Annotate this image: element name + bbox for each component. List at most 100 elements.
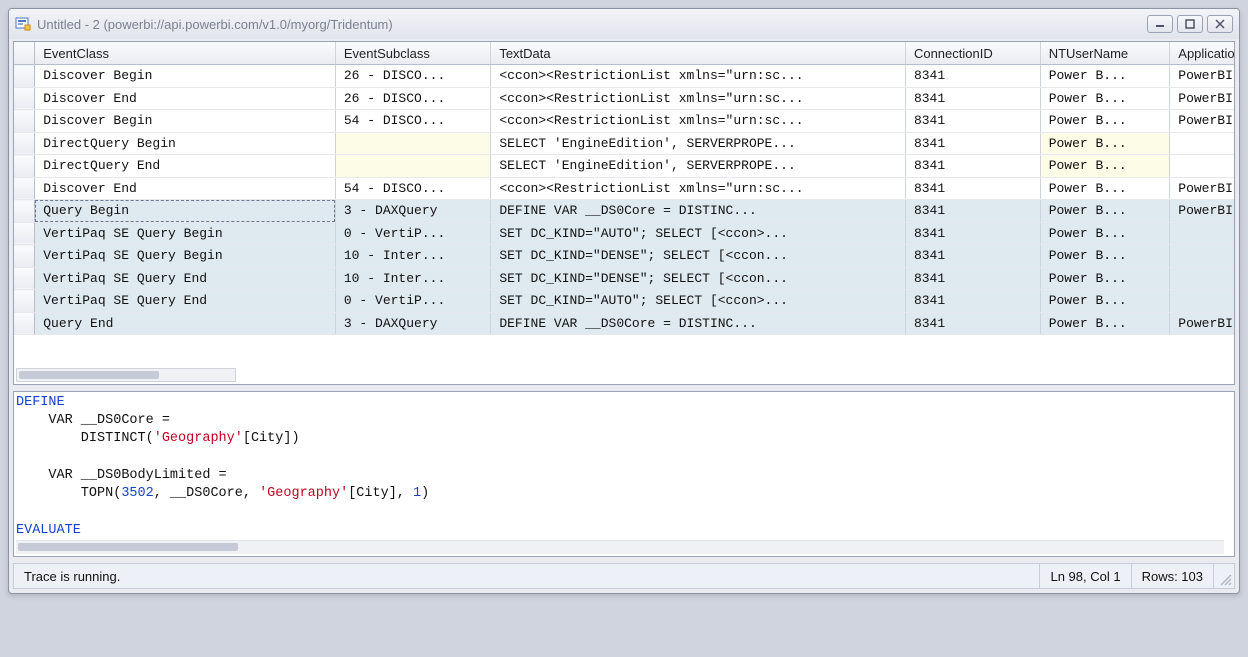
cell-application[interactable]: [1170, 267, 1234, 290]
cell-connection_id[interactable]: 8341: [905, 110, 1040, 133]
cell-event_subclass[interactable]: [335, 132, 490, 155]
cell-application[interactable]: [1170, 132, 1234, 155]
column-header-connection_id[interactable]: ConnectionID: [905, 42, 1040, 65]
cell-text_data[interactable]: <ccon><RestrictionList xmlns="urn:sc...: [491, 87, 906, 110]
cell-text_data[interactable]: <ccon><RestrictionList xmlns="urn:sc...: [491, 65, 906, 88]
cell-connection_id[interactable]: 8341: [905, 245, 1040, 268]
cell-text_data[interactable]: SELECT 'EngineEdition', SERVERPROPE...: [491, 132, 906, 155]
cell-nt_user[interactable]: Power B...: [1040, 65, 1170, 88]
cell-event_subclass[interactable]: 26 - DISCO...: [335, 87, 490, 110]
cell-application[interactable]: PowerBI: [1170, 200, 1234, 223]
column-header-nt_user[interactable]: NTUserName: [1040, 42, 1170, 65]
cell-text_data[interactable]: SET DC_KIND="DENSE"; SELECT [<ccon...: [491, 245, 906, 268]
resize-grip[interactable]: [1214, 564, 1234, 588]
cell-event_class[interactable]: Discover End: [35, 87, 336, 110]
cell-event_subclass[interactable]: [335, 155, 490, 178]
cell-application[interactable]: PowerBI: [1170, 87, 1234, 110]
cell-text_data[interactable]: <ccon><RestrictionList xmlns="urn:sc...: [491, 110, 906, 133]
table-row[interactable]: VertiPaq SE Query Begin0 - VertiP...SET …: [14, 222, 1234, 245]
cell-nt_user[interactable]: Power B...: [1040, 132, 1170, 155]
cell-application[interactable]: PowerBI: [1170, 110, 1234, 133]
cell-event_subclass[interactable]: 0 - VertiP...: [335, 290, 490, 313]
cell-nt_user[interactable]: Power B...: [1040, 87, 1170, 110]
cell-nt_user[interactable]: Power B...: [1040, 177, 1170, 200]
cell-event_class[interactable]: VertiPaq SE Query Begin: [35, 222, 336, 245]
cell-nt_user[interactable]: Power B...: [1040, 222, 1170, 245]
cell-event_class[interactable]: Query Begin: [35, 200, 336, 223]
cell-text_data[interactable]: SELECT 'EngineEdition', SERVERPROPE...: [491, 155, 906, 178]
cell-application[interactable]: PowerBI: [1170, 312, 1234, 335]
grid-h-scrollbar[interactable]: [16, 368, 236, 382]
cell-event_class[interactable]: Discover Begin: [35, 110, 336, 133]
table-row[interactable]: VertiPaq SE Query End0 - VertiP...SET DC…: [14, 290, 1234, 313]
cell-event_subclass[interactable]: 0 - VertiP...: [335, 222, 490, 245]
cell-nt_user[interactable]: Power B...: [1040, 290, 1170, 313]
table-row[interactable]: VertiPaq SE Query End10 - Inter...SET DC…: [14, 267, 1234, 290]
trace-grid[interactable]: EventClassEventSubclassTextDataConnectio…: [13, 41, 1235, 385]
cell-application[interactable]: [1170, 245, 1234, 268]
table-row[interactable]: Discover End54 - DISCO...<ccon><Restrict…: [14, 177, 1234, 200]
cell-event_subclass[interactable]: 3 - DAXQuery: [335, 200, 490, 223]
cell-event_class[interactable]: VertiPaq SE Query End: [35, 267, 336, 290]
cell-connection_id[interactable]: 8341: [905, 200, 1040, 223]
table-row[interactable]: Discover End26 - DISCO...<ccon><Restrict…: [14, 87, 1234, 110]
cell-application[interactable]: [1170, 290, 1234, 313]
column-header-rowhdr[interactable]: [14, 42, 35, 65]
column-header-event_class[interactable]: EventClass: [35, 42, 336, 65]
table-row[interactable]: Query End3 - DAXQueryDEFINE VAR __DS0Cor…: [14, 312, 1234, 335]
cell-connection_id[interactable]: 8341: [905, 267, 1040, 290]
column-header-text_data[interactable]: TextData: [491, 42, 906, 65]
table-row[interactable]: DirectQuery Begin SELECT 'EngineEdition'…: [14, 132, 1234, 155]
cell-connection_id[interactable]: 8341: [905, 290, 1040, 313]
cell-connection_id[interactable]: 8341: [905, 222, 1040, 245]
cell-connection_id[interactable]: 8341: [905, 65, 1040, 88]
cell-application[interactable]: [1170, 155, 1234, 178]
column-header-event_subclass[interactable]: EventSubclass: [335, 42, 490, 65]
cell-event_subclass[interactable]: 26 - DISCO...: [335, 65, 490, 88]
cell-nt_user[interactable]: Power B...: [1040, 267, 1170, 290]
cell-nt_user[interactable]: Power B...: [1040, 155, 1170, 178]
close-button[interactable]: [1207, 15, 1233, 33]
cell-connection_id[interactable]: 8341: [905, 132, 1040, 155]
cell-application[interactable]: [1170, 222, 1234, 245]
details-pane[interactable]: DEFINE VAR __DS0Core = DISTINCT('Geograp…: [13, 391, 1235, 557]
cell-event_subclass[interactable]: 3 - DAXQuery: [335, 312, 490, 335]
cell-application[interactable]: PowerBI: [1170, 65, 1234, 88]
cell-event_class[interactable]: VertiPaq SE Query End: [35, 290, 336, 313]
table-row[interactable]: VertiPaq SE Query Begin10 - Inter...SET …: [14, 245, 1234, 268]
cell-nt_user[interactable]: Power B...: [1040, 245, 1170, 268]
cell-event_class[interactable]: Discover End: [35, 177, 336, 200]
cell-text_data[interactable]: DEFINE VAR __DS0Core = DISTINC...: [491, 312, 906, 335]
cell-text_data[interactable]: DEFINE VAR __DS0Core = DISTINC...: [491, 200, 906, 223]
table-row[interactable]: DirectQuery End SELECT 'EngineEdition', …: [14, 155, 1234, 178]
column-header-application[interactable]: Application: [1170, 42, 1234, 65]
cell-event_class[interactable]: DirectQuery Begin: [35, 132, 336, 155]
cell-text_data[interactable]: SET DC_KIND="DENSE"; SELECT [<ccon...: [491, 267, 906, 290]
maximize-button[interactable]: [1177, 15, 1203, 33]
cell-nt_user[interactable]: Power B...: [1040, 200, 1170, 223]
cell-connection_id[interactable]: 8341: [905, 177, 1040, 200]
cell-application[interactable]: PowerBI: [1170, 177, 1234, 200]
cell-text_data[interactable]: SET DC_KIND="AUTO"; SELECT [<ccon>...: [491, 222, 906, 245]
cell-connection_id[interactable]: 8341: [905, 312, 1040, 335]
cell-event_subclass[interactable]: 10 - Inter...: [335, 245, 490, 268]
table-row[interactable]: Query Begin3 - DAXQueryDEFINE VAR __DS0C…: [14, 200, 1234, 223]
table-row[interactable]: Discover Begin54 - DISCO...<ccon><Restri…: [14, 110, 1234, 133]
details-h-scrollbar[interactable]: [16, 540, 1224, 554]
cell-connection_id[interactable]: 8341: [905, 87, 1040, 110]
cell-text_data[interactable]: <ccon><RestrictionList xmlns="urn:sc...: [491, 177, 906, 200]
cell-event_class[interactable]: Query End: [35, 312, 336, 335]
cell-event_subclass[interactable]: 54 - DISCO...: [335, 110, 490, 133]
cell-event_subclass[interactable]: 54 - DISCO...: [335, 177, 490, 200]
cell-event_subclass[interactable]: 10 - Inter...: [335, 267, 490, 290]
cell-event_class[interactable]: VertiPaq SE Query Begin: [35, 245, 336, 268]
table-row[interactable]: Discover Begin26 - DISCO...<ccon><Restri…: [14, 65, 1234, 88]
cell-text_data[interactable]: SET DC_KIND="AUTO"; SELECT [<ccon>...: [491, 290, 906, 313]
cell-connection_id[interactable]: 8341: [905, 155, 1040, 178]
query-text: DEFINE VAR __DS0Core = DISTINCT('Geograp…: [14, 392, 1234, 556]
cell-nt_user[interactable]: Power B...: [1040, 110, 1170, 133]
cell-event_class[interactable]: DirectQuery End: [35, 155, 336, 178]
cell-event_class[interactable]: Discover Begin: [35, 65, 336, 88]
cell-nt_user[interactable]: Power B...: [1040, 312, 1170, 335]
minimize-button[interactable]: [1147, 15, 1173, 33]
